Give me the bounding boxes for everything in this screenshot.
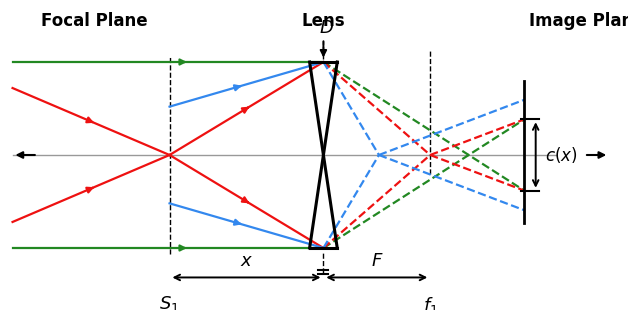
Text: $S_1$: $S_1$	[160, 294, 180, 310]
Text: Lens: Lens	[301, 12, 345, 30]
Text: $x$: $x$	[240, 252, 253, 270]
Text: Image Plane: Image Plane	[529, 12, 628, 30]
Text: $c(x)$: $c(x)$	[545, 145, 578, 165]
Text: $f_1$: $f_1$	[423, 294, 438, 310]
Text: $D$: $D$	[319, 19, 334, 37]
Text: Focal Plane: Focal Plane	[41, 12, 148, 30]
Text: $F$: $F$	[371, 252, 383, 270]
